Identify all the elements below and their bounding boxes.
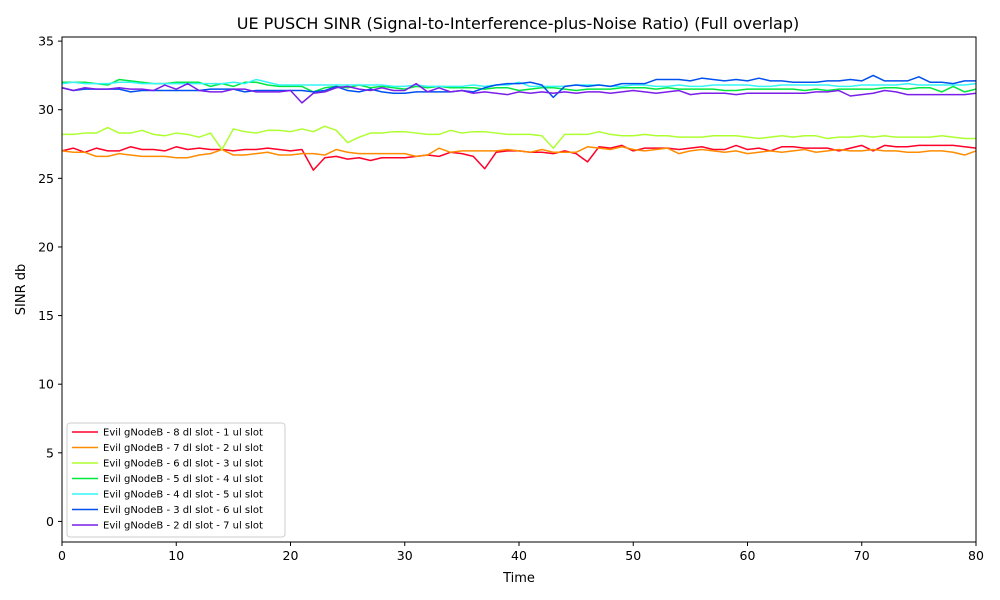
legend-label: Evil gNodeB - 2 dl slot - 7 ul slot xyxy=(103,521,263,532)
x-tick-label: 70 xyxy=(854,548,870,563)
legend-entries: Evil gNodeB - 8 dl slot - 1 ul slot Evil … xyxy=(72,428,263,532)
x-tick-label: 0 xyxy=(58,548,66,563)
legend-label: Evil gNodeB - 6 dl slot - 3 ul slot xyxy=(103,459,263,470)
y-axis-ticks: 0 5 10 15 20 25 30 35 xyxy=(38,34,62,529)
legend-label: Evil gNodeB - 7 dl slot - 2 ul slot xyxy=(103,443,263,454)
y-tick-label: 20 xyxy=(38,239,54,254)
legend-label: Evil gNodeB - 8 dl slot - 1 ul slot xyxy=(103,428,263,439)
y-tick-label: 25 xyxy=(38,171,54,186)
legend-frame xyxy=(66,422,286,538)
x-axis-label: Time xyxy=(502,571,535,586)
series-line-7 xyxy=(61,82,977,104)
chart-title: UE PUSCH SINR (Signal-to-Interference-pl… xyxy=(237,14,799,33)
series-layer xyxy=(61,74,977,171)
series-line-6 xyxy=(61,74,976,99)
legend-label: Evil gNodeB - 4 dl slot - 5 ul slot xyxy=(103,490,263,501)
y-tick-label: 10 xyxy=(38,377,54,392)
y-tick-label: 5 xyxy=(46,445,54,460)
x-tick-label: 10 xyxy=(168,548,184,563)
y-tick-label: 0 xyxy=(46,514,54,529)
x-tick-label: 20 xyxy=(283,548,299,563)
x-tick-label: 60 xyxy=(740,548,756,563)
series-line-3 xyxy=(62,125,976,151)
y-tick-label: 30 xyxy=(38,102,54,117)
series-line-4 xyxy=(62,78,977,93)
x-tick-label: 80 xyxy=(968,548,984,563)
legend-label: Evil gNodeB - 5 dl slot - 4 ul slot xyxy=(103,474,263,485)
series-line-5 xyxy=(61,78,977,88)
y-axis-label: SINR db xyxy=(14,264,29,315)
x-tick-label: 50 xyxy=(625,548,641,563)
legend-label: Evil gNodeB - 3 dl slot - 6 ul slot xyxy=(103,505,263,516)
x-tick-label: 30 xyxy=(397,548,413,563)
y-tick-label: 35 xyxy=(38,34,54,49)
legend: Evil gNodeB - 8 dl slot - 1 ul slot Evil … xyxy=(66,422,286,538)
series-line-2 xyxy=(61,146,977,159)
x-axis-ticks: 0 10 20 30 40 50 60 70 80 xyxy=(58,542,984,563)
x-tick-label: 40 xyxy=(511,548,527,563)
y-tick-label: 15 xyxy=(38,308,54,323)
